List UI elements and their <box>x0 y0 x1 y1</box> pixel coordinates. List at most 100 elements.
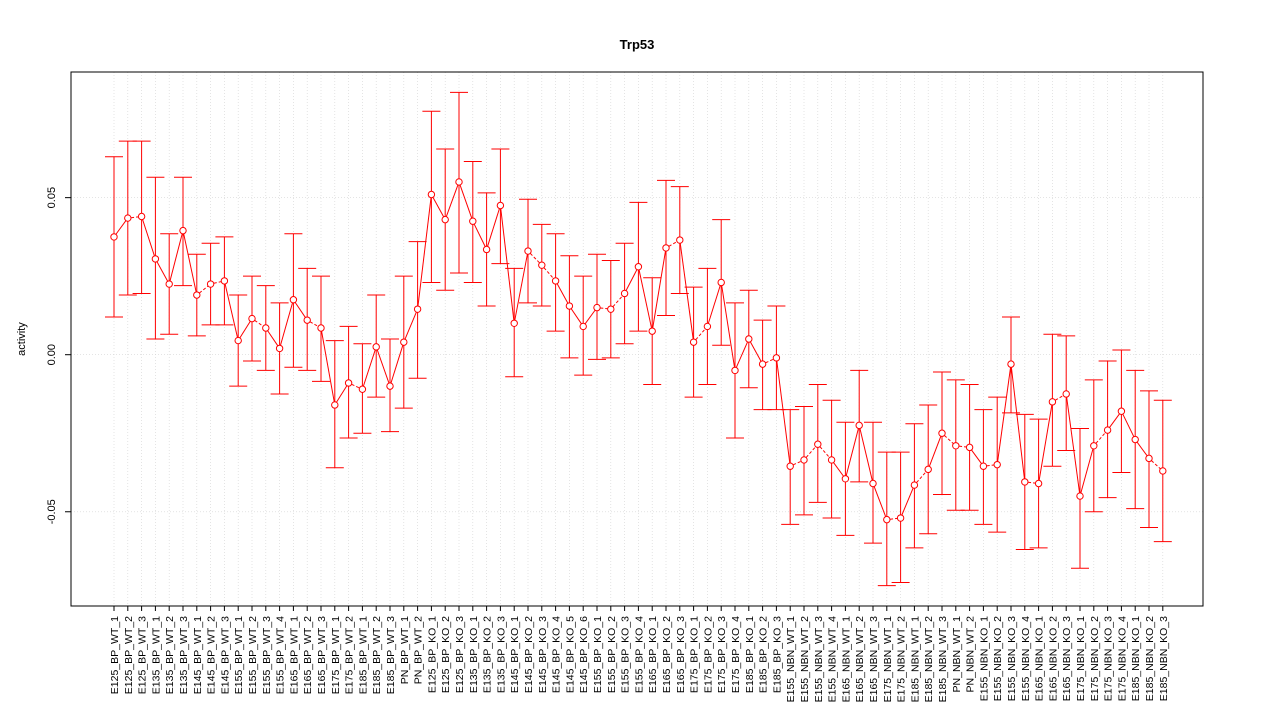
line-layer <box>115 184 1161 520</box>
series-line-segment <box>224 283 238 338</box>
x-tick-label: E165_NBN_KO_2 <box>1047 616 1059 701</box>
x-tick-label: E185_NBN_KO_3 <box>1158 616 1170 701</box>
data-point <box>413 305 422 313</box>
point-layer <box>110 178 1167 524</box>
data-point <box>1062 390 1070 398</box>
plot-frame <box>70 71 1204 607</box>
data-point <box>1117 407 1126 415</box>
series-line-segment <box>487 208 500 247</box>
series-line-segment <box>707 285 721 324</box>
x-tick-label: E135_BP_KO_3 <box>495 616 507 693</box>
series-line-segment <box>351 383 360 389</box>
data-point <box>248 314 256 323</box>
x-tick-label: E155_BP_KO_3 <box>620 616 632 693</box>
series-line-segment <box>668 241 678 247</box>
x-tick-label: E145_BP_KO_5 <box>564 616 576 693</box>
series-line-segment <box>695 328 706 340</box>
x-tick-label: E145_BP_KO_6 <box>578 616 590 693</box>
series-line-segment <box>721 285 735 368</box>
series-line-segment <box>417 197 432 306</box>
data-point <box>593 303 601 312</box>
series-line-segment <box>959 445 967 448</box>
data-point <box>482 245 491 254</box>
series-line-segment <box>445 184 459 217</box>
x-tick-label: E175_NBN_KO_4 <box>1116 616 1128 701</box>
x-tick-label: E155_BP_WT_2 <box>247 616 259 694</box>
x-tick-label: E175_BP_KO_3 <box>716 616 728 693</box>
series-line-segment <box>1122 413 1135 437</box>
y-tick-label: 0.00 <box>46 344 58 365</box>
data-point <box>386 382 394 390</box>
data-point <box>1034 479 1043 488</box>
data-point <box>634 263 643 271</box>
x-tick-label: E135_BP_WT_3 <box>178 616 190 694</box>
data-point <box>993 460 1001 469</box>
series-line-segment <box>1080 448 1094 494</box>
x-tick-label: E165_NBN_WT_1 <box>840 616 852 703</box>
series-line-segment <box>600 307 608 310</box>
data-point <box>910 481 919 489</box>
data-point <box>620 289 629 298</box>
data-point <box>579 322 587 331</box>
x-tick-label: E135_BP_WT_2 <box>164 616 176 694</box>
x-tick-label: E145_BP_KO_3 <box>537 616 549 693</box>
series-line-segment <box>1109 413 1120 428</box>
series-line-segment <box>473 223 486 247</box>
data-point <box>124 214 132 222</box>
series-line-segment <box>873 486 887 517</box>
series-line-segment <box>805 446 816 458</box>
series-line-segment <box>776 361 791 464</box>
data-point <box>1076 492 1084 500</box>
data-point <box>689 338 698 346</box>
data-point <box>896 514 905 522</box>
data-point <box>372 343 380 351</box>
x-tick-label: E175_BP_WT_2 <box>344 616 356 694</box>
data-point <box>110 233 118 241</box>
data-point <box>331 401 339 409</box>
series-line-segment <box>254 320 264 327</box>
data-point <box>1048 398 1057 406</box>
x-tick-label: E155_NBN_WT_3 <box>813 616 825 703</box>
x-tick-label: E155_NBN_WT_4 <box>827 616 839 703</box>
x-tick-label: E185_BP_KO_3 <box>771 616 783 693</box>
x-tick-label: E165_NBN_WT_2 <box>854 616 866 703</box>
series-line-segment <box>735 341 748 368</box>
data-point <box>772 354 781 362</box>
data-point <box>262 324 270 332</box>
data-point <box>137 212 146 221</box>
series-line-segment <box>859 428 873 481</box>
x-tick-label: E155_NBN_KO_4 <box>1020 616 1032 701</box>
x-tick-label: E155_BP_WT_3 <box>261 616 273 694</box>
series-line-segment <box>792 460 802 466</box>
x-tick-label: PN_BP_WT_2 <box>413 616 425 684</box>
series-line-segment <box>199 285 209 294</box>
y-tick-label: 0.05 <box>46 187 58 208</box>
y-tick-label: -0.05 <box>46 499 58 524</box>
data-point <box>510 319 518 327</box>
data-point <box>758 360 767 368</box>
series-line-segment <box>819 446 830 458</box>
x-tick-label: E185_BP_WT_1 <box>357 616 369 694</box>
data-point <box>565 302 574 310</box>
series-line-segment <box>432 197 445 217</box>
x-tick-label: E165_BP_KO_1 <box>647 616 659 693</box>
series-line-segment <box>183 233 197 292</box>
x-tick-label: E175_BP_WT_1 <box>330 616 342 694</box>
x-tick-label: E145_BP_KO_4 <box>551 616 563 693</box>
series-line-segment <box>1028 481 1036 484</box>
x-tick-label: E165_BP_WT_1 <box>288 616 300 694</box>
x-tick-label: E175_NBN_KO_1 <box>1075 616 1087 701</box>
series-line-segment <box>652 251 666 328</box>
series-line-segment <box>267 330 279 346</box>
series-line-segment <box>1010 367 1025 479</box>
data-point <box>275 344 284 353</box>
x-tick-label: E155_BP_WT_4 <box>275 616 287 694</box>
x-tick-label: E175_BP_KO_2 <box>702 616 714 693</box>
series-line-segment <box>584 309 596 325</box>
series-line-segment <box>390 345 404 384</box>
data-point <box>1159 467 1167 475</box>
data-point <box>979 462 988 470</box>
data-point <box>869 479 877 488</box>
data-point <box>841 475 850 483</box>
series-line-segment <box>679 243 694 339</box>
